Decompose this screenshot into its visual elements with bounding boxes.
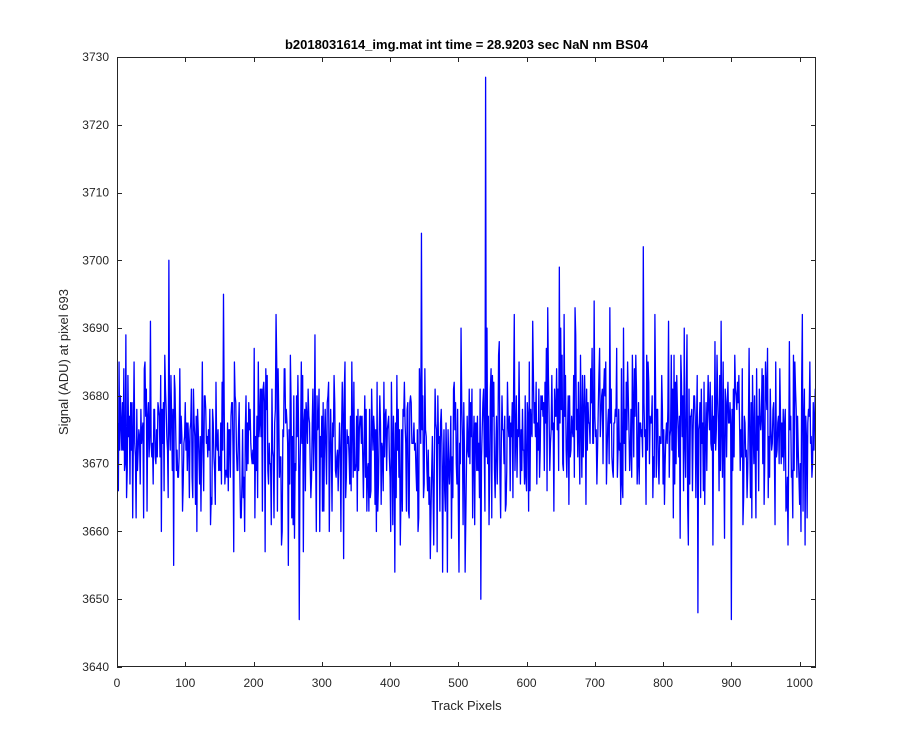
- plot-frame: [117, 57, 816, 667]
- x-tick-label: 900: [721, 676, 741, 690]
- x-tick-label: 800: [653, 676, 673, 690]
- y-tick-label: 3730: [82, 50, 109, 64]
- y-tick-label: 3650: [82, 592, 109, 606]
- y-tick-label: 3700: [82, 253, 109, 267]
- series-layer: [117, 76, 816, 621]
- x-tick-label: 600: [517, 676, 537, 690]
- x-tick-label: 200: [244, 676, 264, 690]
- chart-title: b2018031614_img.mat int time = 28.9203 s…: [285, 37, 649, 52]
- y-tick-label: 3680: [82, 389, 109, 403]
- y-tick-label: 3660: [82, 524, 109, 538]
- x-tick-label: 100: [175, 676, 195, 690]
- y-tick-label: 3710: [82, 186, 109, 200]
- ticks-layer: 0 100 200 300 400 500 600 700 800 900 1000 3640 3650…: [82, 50, 816, 690]
- x-tick-label: 400: [380, 676, 400, 690]
- x-tick-label: 300: [312, 676, 332, 690]
- x-tick-label: 1000: [786, 676, 813, 690]
- y-axis-label: Signal (ADU) at pixel 693: [56, 289, 71, 435]
- x-tick-label: 500: [448, 676, 468, 690]
- x-axis-label: Track Pixels: [431, 698, 502, 713]
- y-tick-label: 3720: [82, 118, 109, 132]
- series-line-1: [117, 76, 816, 621]
- x-tick-label: 0: [114, 676, 121, 690]
- plot-area: [117, 57, 816, 667]
- y-tick-label: 3670: [82, 457, 109, 471]
- x-tick-label: 700: [585, 676, 605, 690]
- y-tick-label: 3690: [82, 321, 109, 335]
- y-tick-label: 3640: [82, 660, 109, 674]
